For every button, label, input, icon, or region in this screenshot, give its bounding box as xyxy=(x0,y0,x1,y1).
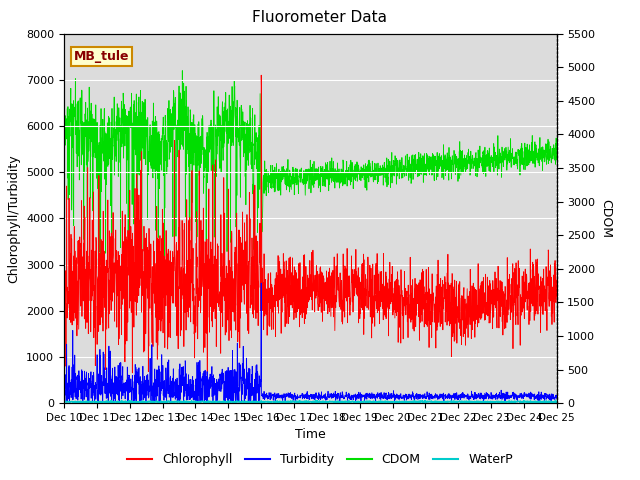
X-axis label: Time: Time xyxy=(295,429,326,442)
Y-axis label: Chlorophyll/Turbidity: Chlorophyll/Turbidity xyxy=(8,154,20,283)
Text: MB_tule: MB_tule xyxy=(74,50,129,63)
Y-axis label: CDOM: CDOM xyxy=(599,199,612,238)
Text: Fluorometer Data: Fluorometer Data xyxy=(253,10,387,24)
Legend: Chlorophyll, Turbidity, CDOM, WaterP: Chlorophyll, Turbidity, CDOM, WaterP xyxy=(122,448,518,471)
